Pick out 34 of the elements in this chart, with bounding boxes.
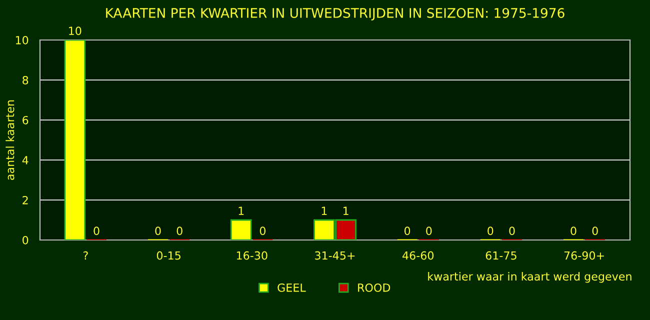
x-tick-label: 16-30 [236,251,268,260]
x-tick-label: 0-15 [156,251,180,260]
data-label: 0 [570,226,576,236]
x-tick-label: ? [84,251,88,260]
data-label: 0 [509,226,515,236]
data-label: 0 [94,226,100,236]
data-label: 0 [592,226,598,236]
y-tick-label: 0 [22,236,28,244]
data-label: 1 [343,206,348,215]
chart-title: KAARTEN PER KWARTIER IN UITWEDSTRIJDEN IN SEIZOEN: 1975-1976 [106,8,564,20]
legend-label: GEEL [278,283,306,292]
data-label: 0 [155,226,161,236]
data-label: 0 [488,226,494,236]
x-tick-label: 31-45+ [315,251,355,260]
y-tick-label: 10 [16,36,28,44]
data-label: 1 [238,206,244,215]
data-label: 1 [322,206,327,215]
x-tick-label: 76-90+ [564,251,604,260]
data-label: 10 [69,26,82,36]
legend-label: ROOD [358,283,390,292]
data-label: 0 [426,226,432,236]
y-axis-title: aantal kaarten [6,100,14,180]
y-tick-label: 6 [22,116,28,124]
bar [230,219,252,240]
x-axis-title: kwartier waar in kaart werd gegeven [428,272,632,283]
x-tick-label: 61-75 [486,251,516,260]
y-tick-label: 2 [22,196,28,204]
data-label: 0 [260,226,266,236]
x-tick-label: 46-60 [402,251,434,260]
y-tick-label: 8 [22,76,28,84]
y-tick-label: 4 [22,156,28,164]
data-label: 0 [404,226,410,236]
data-label: 0 [176,226,182,236]
bar [64,40,86,240]
